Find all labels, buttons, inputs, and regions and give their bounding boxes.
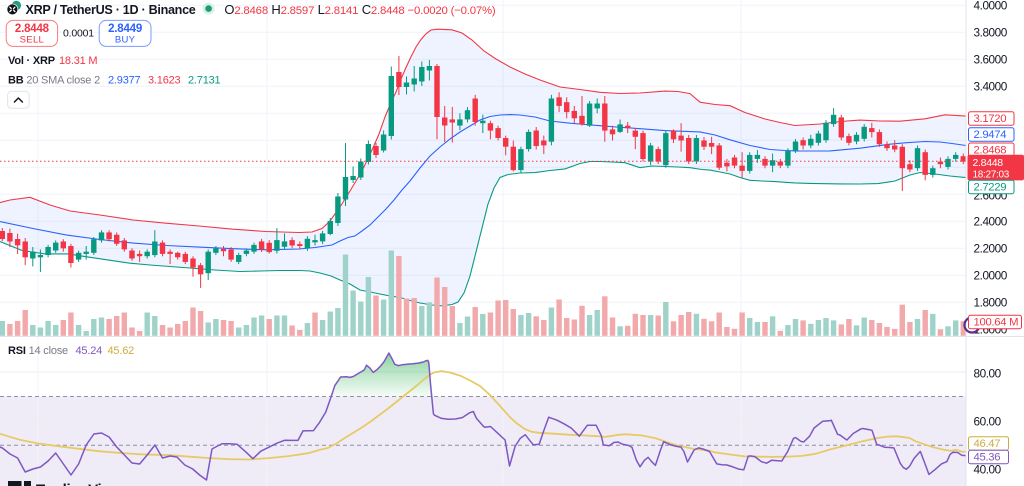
svg-text:3.1720: 3.1720 <box>974 113 1007 125</box>
svg-text:2.8449: 2.8449 <box>108 23 142 35</box>
svg-text:2.8448: 2.8448 <box>973 157 1004 169</box>
svg-text:80.00: 80.00 <box>974 366 1002 380</box>
svg-text:45.24: 45.24 <box>76 345 103 357</box>
svg-text:3.4000: 3.4000 <box>974 79 1008 93</box>
svg-text:TradingView: TradingView <box>36 481 121 486</box>
svg-text:18:27:03: 18:27:03 <box>973 170 1010 181</box>
svg-text:45.36: 45.36 <box>974 452 1001 464</box>
svg-text:3.8000: 3.8000 <box>974 25 1008 39</box>
svg-text:18.31 M: 18.31 M <box>59 55 97 67</box>
svg-text:2.7229: 2.7229 <box>974 182 1007 194</box>
svg-text:XRP / TetherUS · 1D · Binance: XRP / TetherUS · 1D · Binance <box>26 3 196 17</box>
svg-text:RSI 14 close: RSI 14 close <box>8 345 68 357</box>
svg-text:O2.8468 H2.8597 L2.8141 C2.844: O2.8468 H2.8597 L2.8141 C2.8448 −0.0020 … <box>224 2 496 17</box>
svg-text:2.8468: 2.8468 <box>974 144 1007 156</box>
svg-text:1.8000: 1.8000 <box>974 295 1008 309</box>
svg-text:2.2000: 2.2000 <box>974 241 1008 255</box>
svg-text:46.47: 46.47 <box>974 438 1001 450</box>
svg-text:0.0001: 0.0001 <box>63 28 94 40</box>
svg-text:BUY: BUY <box>115 35 136 46</box>
svg-text:2.9377: 2.9377 <box>108 74 141 86</box>
svg-text:60.00: 60.00 <box>974 415 1002 429</box>
svg-text:SELL: SELL <box>20 35 44 46</box>
svg-text:2.7131: 2.7131 <box>188 74 221 86</box>
svg-text:2.9474: 2.9474 <box>974 129 1007 141</box>
svg-text:3.1623: 3.1623 <box>148 74 181 86</box>
svg-text:45.62: 45.62 <box>108 345 135 357</box>
svg-text:4.0000: 4.0000 <box>974 0 1008 12</box>
svg-text:Vol · XRP: Vol · XRP <box>8 55 55 67</box>
svg-text:2.0000: 2.0000 <box>974 268 1008 282</box>
svg-text:BB 20 SMA close 2: BB 20 SMA close 2 <box>8 74 100 86</box>
svg-text:3.6000: 3.6000 <box>974 52 1008 66</box>
svg-text:40.00: 40.00 <box>974 462 1002 476</box>
svg-text:100.64 M: 100.64 M <box>974 317 1019 329</box>
svg-text:2.4000: 2.4000 <box>974 214 1008 228</box>
svg-text:2.8448: 2.8448 <box>15 23 50 35</box>
